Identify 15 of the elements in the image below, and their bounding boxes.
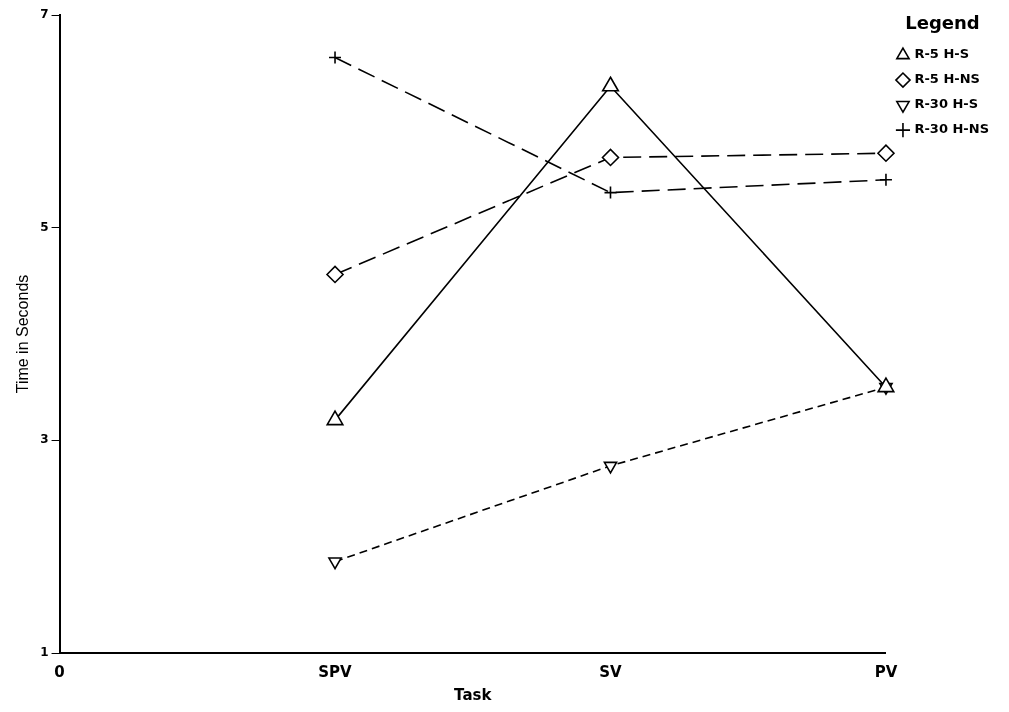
x-axis-title: Task	[454, 685, 493, 704]
y-tick-label: 1	[40, 645, 49, 660]
y-tick-label: 3	[40, 432, 49, 447]
legend-label: R-5 H-S	[914, 46, 970, 62]
y-tick-label: 5	[40, 219, 49, 234]
y-axis-title: Time in Seconds	[14, 274, 32, 394]
y-tick-label: 7	[40, 7, 49, 22]
x-tick-label: SV	[599, 662, 623, 681]
legend-label: R-30 H-S	[914, 96, 979, 112]
legend-title: Legend	[905, 11, 980, 33]
legend-label: R-30 H-NS	[914, 121, 990, 137]
x-tick-label: 0	[54, 662, 65, 681]
x-tick-label: PV	[874, 662, 898, 681]
x-tick-label: SPV	[318, 662, 353, 681]
legend-label: R-5 H-NS	[914, 71, 980, 87]
